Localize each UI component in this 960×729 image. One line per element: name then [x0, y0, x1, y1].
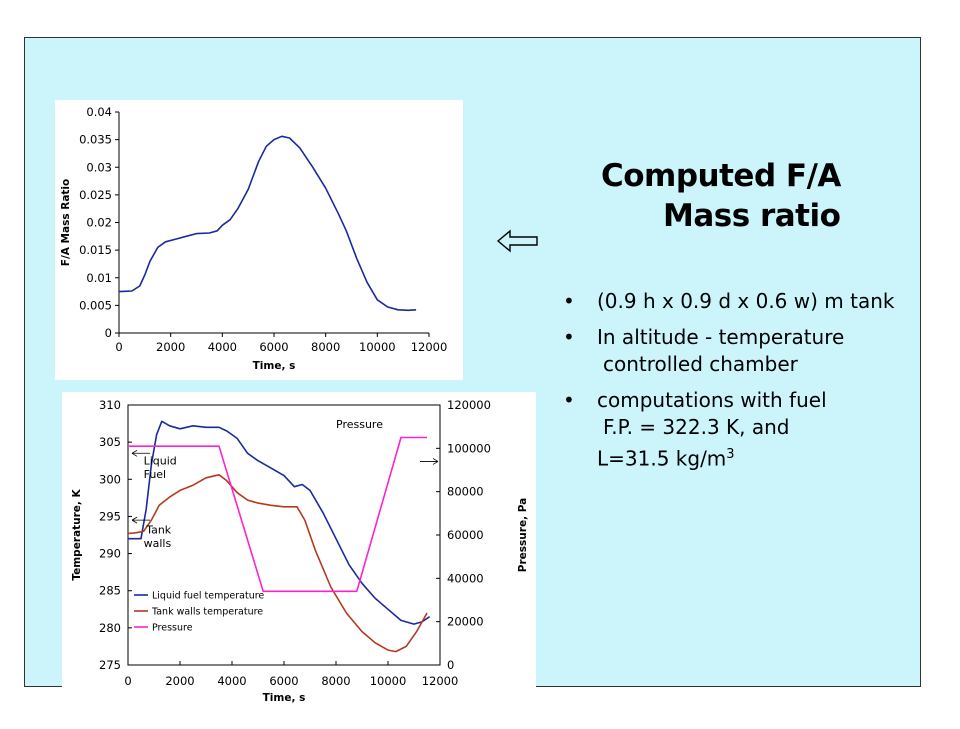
x-tick-label: 12000	[422, 674, 459, 688]
pressure-annotation: Pressure	[336, 418, 383, 431]
legend-label: Tank walls temperature	[151, 607, 263, 618]
annotation-arrow-left	[131, 449, 150, 457]
x-tick-label: 2000	[156, 340, 185, 354]
y2-tick-label: 120000	[447, 398, 491, 412]
bullet-text: computations with fuel	[597, 388, 827, 412]
x-tick-label: 4000	[217, 674, 246, 688]
liquid-fuel-annotation: Liquid	[144, 454, 177, 467]
y-tick-label: 0.025	[79, 188, 112, 202]
x-tick-label: 8000	[321, 674, 350, 688]
y-tick-label: 275	[99, 658, 121, 672]
y-tick-label: 300	[99, 472, 121, 486]
x-tick-label: 0	[124, 674, 131, 688]
superscript: 3	[726, 447, 735, 462]
x-tick-label: 12000	[411, 340, 448, 354]
tank-walls-annotation: Tank	[145, 524, 172, 537]
y2-axis-title: Pressure, Pa	[517, 498, 529, 572]
x-axis-title: Time, s	[263, 692, 306, 704]
legend-label: Pressure	[152, 623, 193, 634]
bullet-item: • (0.9 h x 0.9 d x 0.6 w) m tank	[561, 288, 941, 315]
x-tick-label: 2000	[165, 674, 194, 688]
density-text: L=31.5 kg/m	[597, 446, 727, 471]
y-axis-title: F/A Mass Ratio	[60, 179, 72, 266]
y-tick-label: 0.03	[86, 160, 112, 174]
series-line	[127, 474, 428, 653]
slide-panel: 0 2000 4000 6000 8000 10000 12000 0 0.005 0.01 0.…	[24, 37, 921, 725]
bullet-text: (0.9 h x 0.9 d x 0.6 w) m tank	[597, 289, 895, 313]
x-tick-label: 0	[115, 340, 122, 354]
x-axis-title: Time, s	[253, 360, 296, 372]
y-tick-label: 305	[99, 435, 121, 449]
bullet-text: In altitude - temperature	[597, 325, 845, 349]
bullet-continuation: F.P. = 322.3 K, and	[603, 415, 790, 439]
bullet-item: • In altitude - temperature controlled c…	[561, 324, 941, 378]
y-tick-label: 285	[99, 584, 121, 598]
bullet-marker: •	[563, 325, 575, 349]
bullet-list: • (0.9 h x 0.9 d x 0.6 w) m tank • In al…	[561, 288, 941, 482]
y-tick-label: 0.02	[86, 216, 112, 230]
x-tick-label: 10000	[359, 340, 396, 354]
left-arrow-icon	[496, 229, 538, 253]
x-tick-label: 6000	[269, 674, 298, 688]
x-tick-label: 6000	[259, 340, 288, 354]
fa-ratio-chart: 0 2000 4000 6000 8000 10000 12000 0 0.005 0.01 0.…	[55, 100, 463, 380]
y-tick-label: 0.01	[86, 271, 112, 285]
temperature-pressure-chart: 0 2000 4000 6000 8000 10000 12000 275 280 285 290…	[62, 392, 536, 725]
temperature-pressure-chart-svg: 0 2000 4000 6000 8000 10000 12000 275 280 285 290…	[71, 398, 529, 704]
bullet-marker: •	[563, 289, 575, 313]
y2-tick-label: 40000	[447, 571, 484, 585]
bullet-marker: •	[563, 388, 575, 412]
series-line	[128, 420, 431, 625]
title-line-1: Computed F/A	[601, 158, 841, 194]
slide-title: Computed F/A Mass ratio	[601, 156, 931, 236]
title-line-2: Mass ratio	[663, 198, 841, 234]
bullet-continuation: L=31.5 kg/m3	[597, 441, 941, 473]
y-tick-label: 0.005	[79, 298, 112, 312]
liquid-fuel-annotation: Fuel	[144, 468, 167, 481]
x-tick-label: 8000	[311, 340, 340, 354]
series-line	[128, 436, 427, 593]
y-tick-label: 290	[99, 547, 121, 561]
y-tick-label: 0.035	[79, 133, 112, 147]
y-axis-title: Temperature, K	[71, 488, 83, 580]
y-tick-label: 295	[99, 509, 121, 523]
fa-ratio-chart-svg: 0 2000 4000 6000 8000 10000 12000 0 0.005 0.01 0.…	[60, 105, 448, 372]
bullet-item: • computations with fuel F.P. = 322.3 K,…	[561, 387, 941, 473]
y2-tick-label: 80000	[447, 485, 484, 499]
legend-label: Liquid fuel temperature	[152, 591, 264, 602]
y-tick-label: 280	[99, 621, 121, 635]
y2-tick-label: 0	[447, 658, 454, 672]
y-tick-label: 0.04	[86, 105, 112, 119]
y-tick-label: 0.015	[79, 243, 112, 257]
series-line	[118, 135, 417, 312]
y2-tick-label: 60000	[447, 528, 484, 542]
x-tick-label: 4000	[208, 340, 237, 354]
bullet-continuation: controlled chamber	[603, 352, 798, 376]
y-tick-label: 310	[99, 398, 121, 412]
y2-tick-label: 100000	[447, 441, 491, 455]
x-tick-label: 10000	[370, 674, 407, 688]
tank-walls-annotation: walls	[144, 537, 172, 550]
y-tick-label: 0	[105, 326, 112, 340]
annotation-arrow-right	[420, 458, 439, 465]
annotation-arrow-left	[131, 516, 150, 524]
y2-tick-label: 20000	[447, 615, 484, 629]
